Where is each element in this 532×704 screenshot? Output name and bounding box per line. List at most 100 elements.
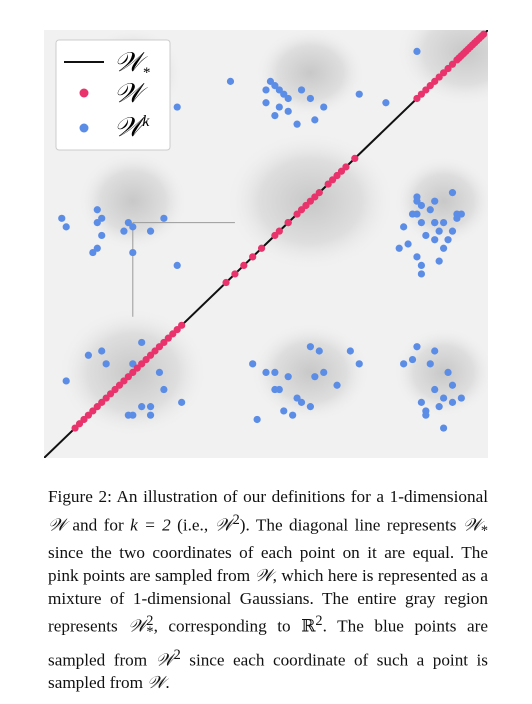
blue-point [440,219,448,227]
blue-point [422,231,430,240]
pink-point [89,407,97,415]
blue-point [435,257,443,265]
blue-point [293,394,301,402]
pink-point [417,90,425,98]
caption-text: since each coordinate of such a point is… [48,650,488,693]
caption-math: ℝ [301,616,316,636]
blue-point [422,411,430,419]
pink-point [129,368,137,376]
pink-point [107,390,115,398]
blue-point [262,86,270,94]
blue-point [417,398,425,406]
blue-point [102,360,110,368]
blue-point [333,381,341,389]
caption-math: 𝒲 [128,616,147,636]
density-blob [393,156,488,247]
blue-point [178,398,186,406]
blue-point [98,231,106,240]
blue-point [311,116,319,124]
caption-math: * [146,624,154,641]
pink-point [271,231,279,240]
blue-point [84,351,92,359]
pink-point [426,82,434,90]
pink-point [422,86,430,94]
blue-point [293,120,301,128]
pink-point [80,415,88,424]
blue-point [271,368,279,376]
guide-lines [132,222,235,317]
legend-pink-marker [79,88,89,98]
pink-point [306,197,314,205]
pink-point [337,167,346,175]
blue-point [284,373,292,381]
blue-point [431,197,439,205]
pink-points [71,30,488,432]
pink-point [333,171,341,180]
pink-point [249,253,257,261]
blue-point [431,347,439,355]
pink-point [444,64,452,73]
scatter-plot: 𝒲* 𝒲 𝒲k [44,30,488,458]
blue-point [146,227,155,235]
pink-point [464,45,472,53]
blue-point [284,94,292,103]
blue-point [382,99,390,107]
blue-point [306,403,314,411]
caption-text: and for [66,515,131,535]
pink-point [311,193,319,201]
blue-point [426,360,434,368]
blue-point [93,244,101,252]
caption-math: 𝒲 [155,650,174,670]
figure-caption: Figure 2: An illustration of our definit… [48,486,488,695]
blue-point [457,394,465,402]
blue-point [444,368,452,376]
density-blob [393,327,488,418]
blue-point [98,347,106,355]
caption-prefix: Figure 2: An illustration of our definit… [48,487,488,506]
caption-math: 𝒲 [462,515,481,535]
caption-text: since the two coordinates of each point … [48,543,488,585]
blue-point [138,338,146,347]
blue-point [160,214,168,222]
blue-point [400,360,408,368]
caption-math: 2 [173,646,181,663]
blue-point [417,261,425,269]
pink-point [71,424,79,432]
caption-math: 2 [146,613,154,630]
pink-point [468,41,477,49]
pink-point [473,37,481,45]
blue-point [271,112,279,120]
caption-math: 𝒲 [48,515,67,535]
pink-point [102,394,110,402]
pink-point [138,360,146,368]
pink-point [124,373,132,381]
blue-point [346,347,354,355]
pink-point [231,270,239,278]
blue-point [444,236,452,244]
pink-point [111,385,119,394]
blue-point [226,77,235,85]
pink-point [293,210,301,218]
blue-point [440,424,448,432]
blue-point [98,214,106,222]
blue-point [417,219,425,227]
blue-point [62,223,70,231]
caption-math: k = 2 [130,515,171,535]
pink-point [222,278,230,287]
pink-point [459,49,468,58]
blue-point [408,355,417,364]
blue-point [413,253,421,261]
legend: 𝒲* 𝒲 𝒲k [55,39,171,151]
pink-point [75,420,84,428]
blue-point [146,411,155,419]
figure: 𝒲* 𝒲 𝒲k [44,30,488,458]
pink-point [93,403,101,411]
blue-point [315,347,323,355]
blue-point [355,90,363,98]
blue-point [448,227,457,235]
pink-point [342,163,350,171]
blue-point [435,403,443,411]
blue-point [448,381,457,389]
caption-math: 𝒲 [254,565,273,585]
blue-point [448,398,457,406]
